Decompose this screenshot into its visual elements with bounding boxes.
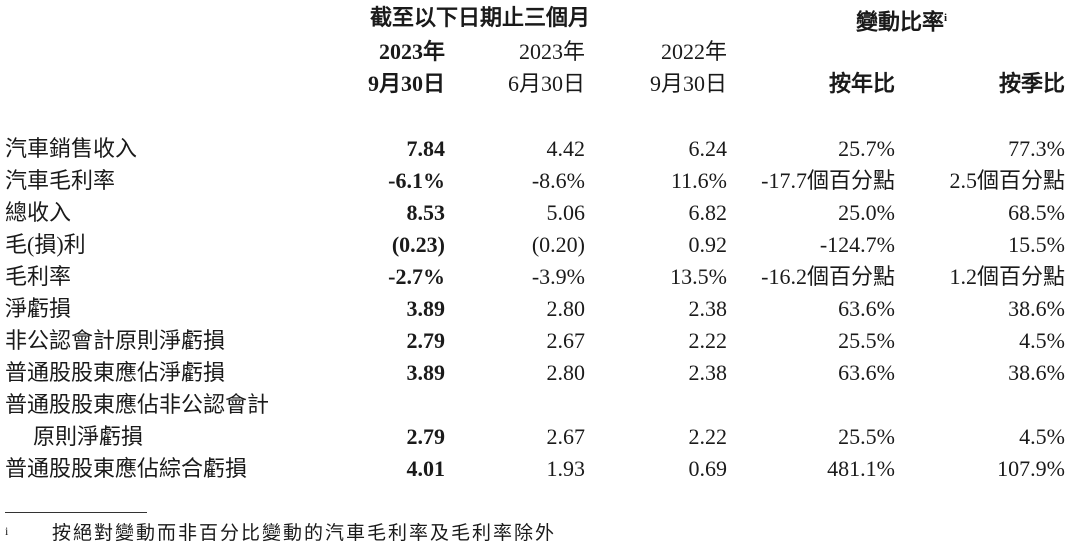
column-date: 9月30日: [649, 71, 727, 96]
cell: 1.93: [546, 456, 586, 481]
cell: 6.82: [688, 200, 728, 225]
cell: 4.5%: [1019, 328, 1065, 353]
cell: 2.80: [546, 296, 586, 321]
cell: -3.9%: [531, 264, 585, 289]
cell: 2.79: [406, 424, 446, 449]
footnote-text: 按絕對變動而非百分比變動的汽車毛利率及毛利率除外: [52, 523, 557, 544]
cell: -16.2個百分點: [761, 264, 895, 289]
row-label: 毛利率: [5, 264, 72, 289]
cell: (0.20): [531, 232, 585, 257]
period-title: 截至以下日期止三個月: [370, 5, 591, 30]
cell: 0.69: [688, 456, 728, 481]
cell: 4.01: [406, 456, 446, 481]
cell: -6.1%: [388, 168, 445, 193]
cell: 38.6%: [1008, 360, 1065, 385]
cell: 63.6%: [838, 360, 895, 385]
cell: -2.7%: [388, 264, 445, 289]
row-label: 普通股股東應佔綜合虧損: [5, 456, 248, 481]
cell: 4.5%: [1019, 424, 1065, 449]
column-year: 2022年: [660, 39, 727, 64]
cell: 2.67: [546, 424, 586, 449]
row-label: 淨虧損: [5, 296, 72, 321]
row-label: 普通股股東應佔非公認會計: [5, 392, 270, 417]
cell: 2.5個百分點: [949, 168, 1065, 193]
cell: 5.06: [546, 200, 586, 225]
column-label: 按年比: [828, 71, 895, 96]
cell: 25.5%: [838, 424, 895, 449]
cell: (0.23): [391, 232, 445, 257]
cell: 6.24: [688, 136, 728, 161]
cell: 77.3%: [1008, 136, 1065, 161]
row-label: 原則淨虧損: [33, 424, 144, 449]
change-title: 變動比率i: [856, 5, 947, 35]
column-date: 9月30日: [367, 71, 445, 96]
cell: 3.89: [406, 296, 446, 321]
cell: -17.7個百分點: [761, 168, 895, 193]
footnote-mark: i: [5, 524, 9, 538]
cell: 25.0%: [838, 200, 895, 225]
note-mark: i: [944, 12, 948, 24]
cell: 38.6%: [1008, 296, 1065, 321]
cell: 7.84: [406, 136, 446, 161]
cell: -124.7%: [819, 232, 895, 257]
cell: 2.38: [688, 296, 728, 321]
cell: 63.6%: [838, 296, 895, 321]
row-label: 毛(損)利: [5, 232, 86, 257]
cell: -8.6%: [531, 168, 585, 193]
row-label: 總收入: [5, 200, 72, 225]
column-year: 2023年: [518, 39, 585, 64]
cell: 107.9%: [997, 456, 1065, 481]
cell: 13.5%: [670, 264, 727, 289]
cell: 68.5%: [1008, 200, 1065, 225]
cell: 3.89: [406, 360, 446, 385]
cell: 2.22: [688, 328, 728, 353]
cell: 481.1%: [827, 456, 895, 481]
cell: 4.42: [546, 136, 586, 161]
row-label: 非公認會計原則淨虧損: [5, 328, 226, 353]
cell: 2.38: [688, 360, 728, 385]
row-label: 普通股股東應佔淨虧損: [5, 360, 226, 385]
cell: 2.67: [546, 328, 586, 353]
cell: 8.53: [406, 200, 446, 225]
column-date: 6月30日: [507, 71, 585, 96]
change-title-text: 變動比率: [856, 9, 945, 35]
cell: 25.7%: [838, 136, 895, 161]
cell: 25.5%: [838, 328, 895, 353]
cell: 2.80: [546, 360, 586, 385]
row-label: 汽車毛利率: [5, 168, 116, 193]
column-label: 按季比: [998, 71, 1065, 96]
cell: 11.6%: [670, 168, 727, 193]
cell: 2.79: [406, 328, 446, 353]
row-label: 汽車銷售收入: [5, 136, 138, 161]
cell: 2.22: [688, 424, 728, 449]
footnote-rule: [5, 512, 147, 513]
cell: 1.2個百分點: [949, 264, 1065, 289]
column-year: 2023年: [378, 39, 445, 64]
cell: 0.92: [688, 232, 728, 257]
cell: 15.5%: [1008, 232, 1065, 257]
